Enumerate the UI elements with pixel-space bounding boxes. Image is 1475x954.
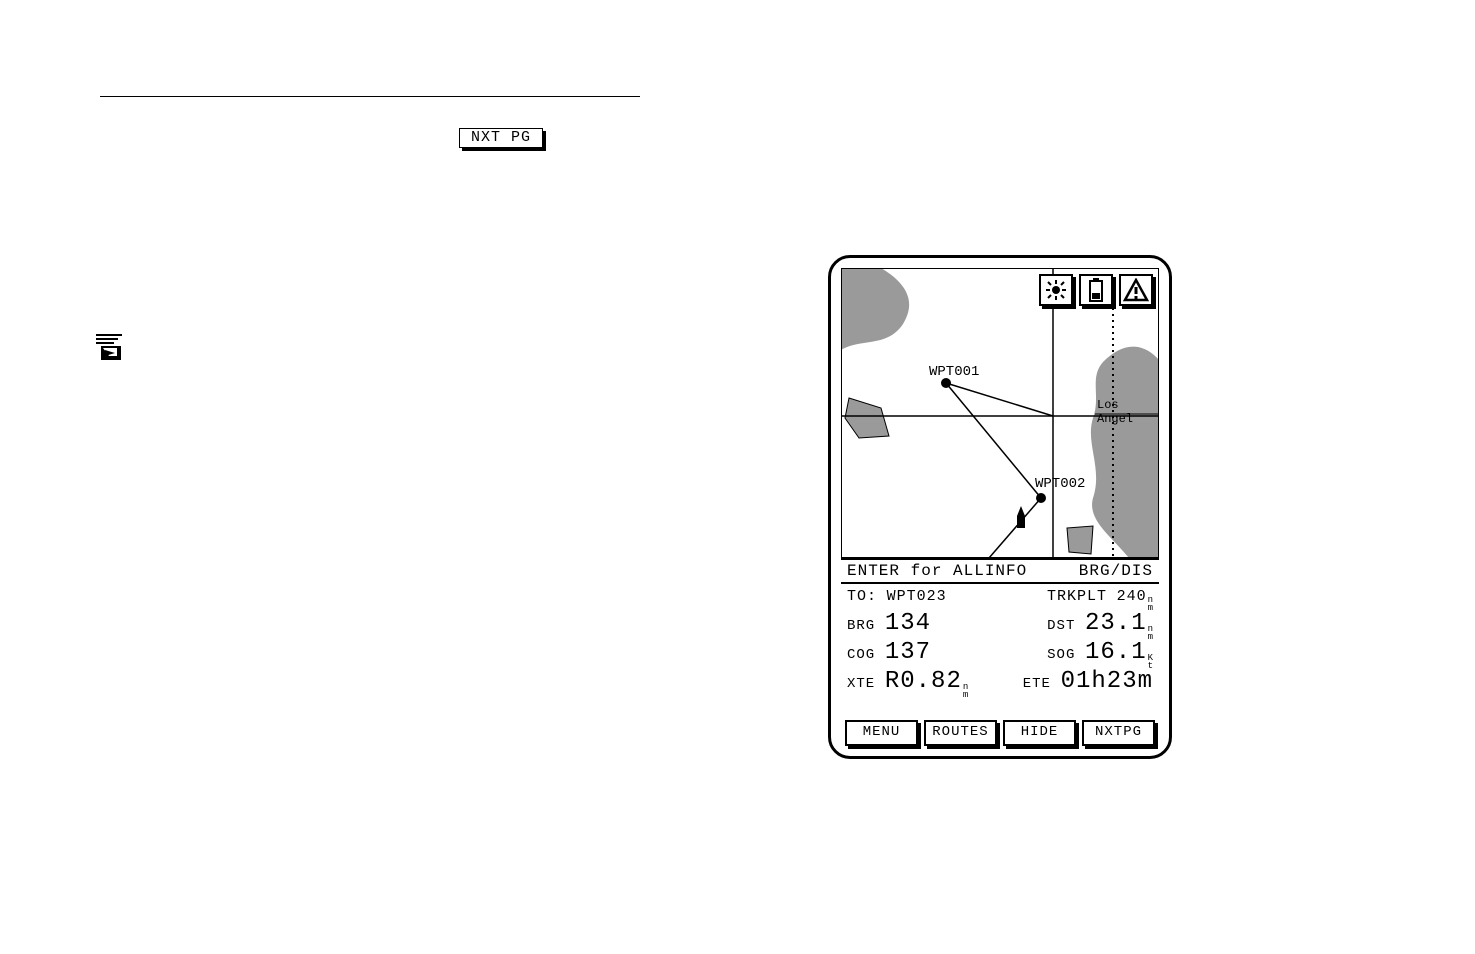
page: NXT PG <box>0 0 1475 954</box>
trkplt-label: TRKPLT <box>1047 589 1107 604</box>
light-icon[interactable] <box>1039 274 1073 306</box>
dst-unit: nm <box>1148 625 1153 641</box>
trkplt-unit: nm <box>1148 596 1153 612</box>
softkey-menu[interactable]: MENU <box>845 720 918 746</box>
dst-value: 23.1 <box>1085 612 1147 636</box>
battery-icon[interactable] <box>1079 274 1113 306</box>
ete-value: 01h23m <box>1061 670 1153 694</box>
lcd-screenshot: WPT001 WPT002 Los Angel <box>828 255 1172 759</box>
sog-unit: Kt <box>1148 654 1153 670</box>
trkplt-value: 240 <box>1117 589 1147 604</box>
info-bar: ENTER for ALLINFO BRG/DIS <box>841 558 1159 584</box>
dst-label: DST <box>1047 619 1075 633</box>
brg-value: 134 <box>885 612 931 636</box>
info-bar-left: ENTER for ALLINFO <box>847 562 1027 580</box>
waypoint-2-label: WPT002 <box>1035 476 1085 492</box>
cog-label: COG <box>847 648 875 662</box>
to-value: WPT023 <box>887 589 947 604</box>
cog-value: 137 <box>885 641 931 665</box>
brg-label: BRG <box>847 619 875 633</box>
softkey-routes[interactable]: ROUTES <box>924 720 997 746</box>
note-icon <box>95 330 125 362</box>
sog-label: SOG <box>1047 648 1075 662</box>
xte-label: XTE <box>847 677 875 691</box>
softkey-hide[interactable]: HIDE <box>1003 720 1076 746</box>
alert-icon[interactable] <box>1119 274 1153 306</box>
softkey-nxtpg[interactable]: NXTPG <box>1082 720 1155 746</box>
divider <box>100 96 640 97</box>
to-label: TO: <box>847 589 877 604</box>
info-bar-right: BRG/DIS <box>1079 562 1153 580</box>
ete-label: ETE <box>1023 677 1051 691</box>
waypoint-1-label: WPT001 <box>929 364 979 380</box>
xte-value: R0.82 <box>885 670 962 694</box>
xte-unit: nm <box>963 683 968 699</box>
nav-data-block: TO: WPT023 TRKPLT 240 nm BRG 134 <box>841 586 1159 716</box>
nxtpg-key-illustration: NXT PG <box>459 128 543 150</box>
nxtpg-key-label: NXT PG <box>459 128 543 148</box>
sog-value: 16.1 <box>1085 641 1147 665</box>
city-label: Los Angel <box>1097 398 1159 426</box>
softkey-row: MENU ROUTES HIDE NXTPG <box>845 720 1155 746</box>
